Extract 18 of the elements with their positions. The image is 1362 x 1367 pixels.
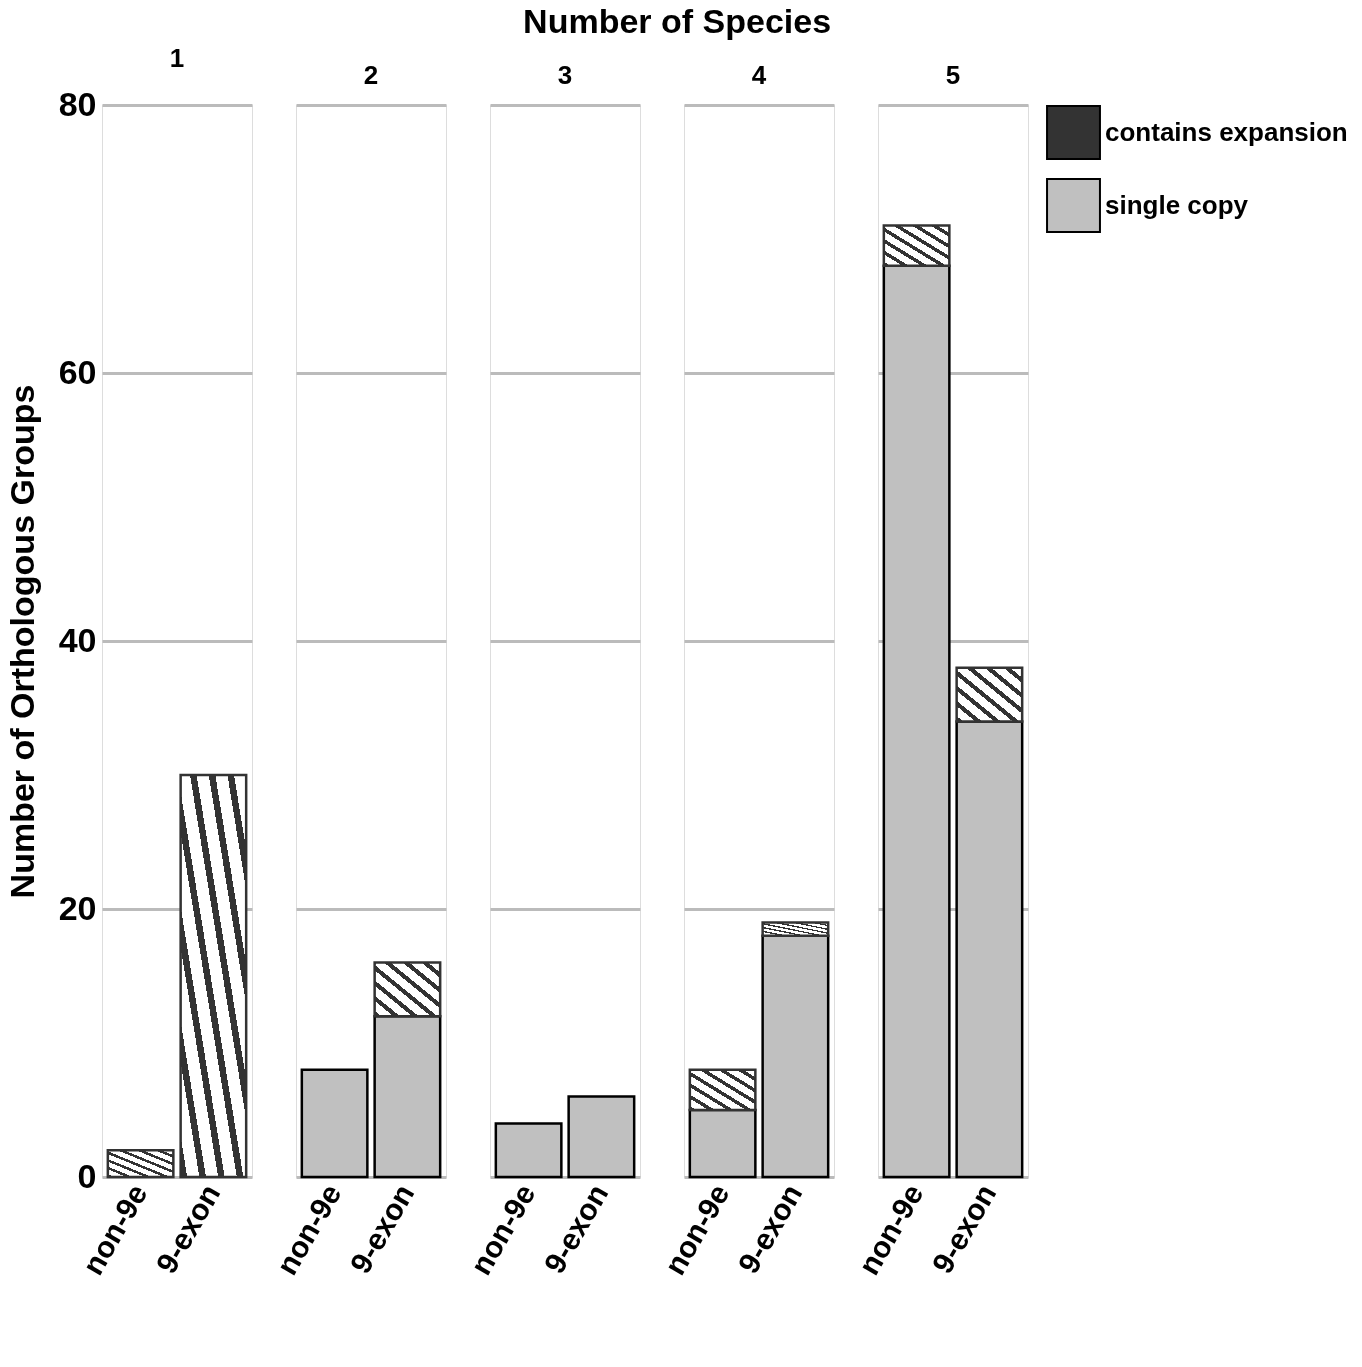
bar (761, 921, 830, 938)
y-tick-label: 60 (58, 352, 97, 391)
bar (688, 1068, 757, 1112)
chart-title: 3 (557, 60, 573, 90)
bar (955, 666, 1024, 723)
y-tick-label: 0 (77, 1156, 97, 1195)
x2-axis-title: Number of Species (523, 1, 832, 40)
legend-label: contains expansion (1105, 116, 1348, 147)
chart-title: 2 (363, 60, 379, 90)
y-axis-title: Number of Orthologous Groups (2, 384, 41, 899)
chart-title: 5 (945, 60, 961, 90)
y-tick-label: 20 (58, 888, 97, 927)
y-tick-label: 40 (58, 620, 97, 659)
chart-title: 1 (169, 43, 185, 73)
legend-label: single copy (1105, 189, 1249, 220)
y-tick-label: 80 (58, 84, 97, 123)
bar (882, 224, 951, 268)
chart-title: 4 (751, 60, 767, 90)
